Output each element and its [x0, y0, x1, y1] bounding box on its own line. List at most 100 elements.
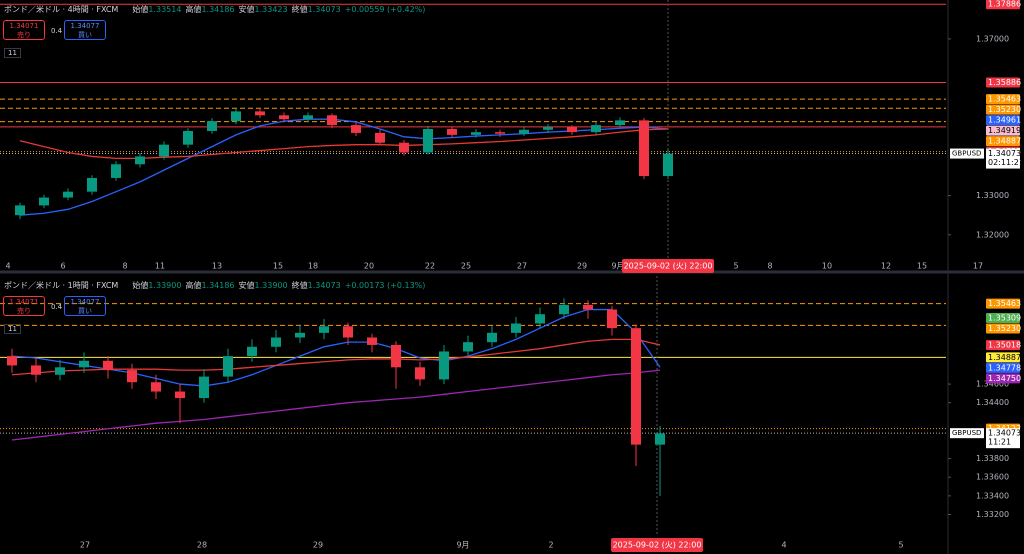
ohlc-label: 始値 [132, 5, 149, 14]
y-tick-label: 1.34400 [976, 398, 1009, 407]
x-tick-label: 15 [917, 262, 927, 271]
price-tag [986, 115, 1020, 126]
indicator-count: 11 [8, 325, 17, 333]
candle-body [655, 433, 665, 445]
candle-body [39, 197, 49, 206]
ohlc-label: 安値 [238, 281, 255, 290]
x-tick-label: 18 [308, 262, 318, 271]
x-tick-label: 5 [733, 262, 738, 271]
ohlc-value: 1.33900 [254, 281, 288, 290]
candle-body [127, 370, 137, 383]
sell-button[interactable]: 1.34071 売り [3, 296, 45, 316]
y-tick-label: 1.33200 [976, 510, 1009, 519]
price-tag-label: 1.35886 [988, 78, 1021, 87]
y-tick-label: 1.33400 [976, 491, 1009, 500]
price-tag [986, 340, 1020, 351]
price-tag [986, 362, 1020, 373]
ohlc-value: 1.33900 [148, 281, 182, 290]
indicator-toggle[interactable]: 11 [4, 48, 21, 58]
price-tag-label: 1.34750 [988, 374, 1021, 383]
candle-body [367, 337, 377, 345]
x-tick-label: 10 [822, 262, 832, 271]
candle-body [631, 328, 641, 445]
x-tick-label: 4 [781, 541, 786, 550]
moving-average [11, 338, 661, 376]
candle-body [535, 314, 545, 324]
candle-body [279, 115, 289, 120]
symbol: ポンド／米ドル · 4時間 · FXCM [4, 5, 119, 14]
candle-body [463, 342, 473, 352]
candle-body [567, 127, 577, 133]
candle-body [351, 125, 361, 133]
sell-price: 1.34071 [9, 22, 39, 30]
ohlc-value: 1.34186 [201, 281, 235, 290]
y-tick-label: 1.34600 [976, 380, 1009, 389]
price-tag [986, 94, 1020, 105]
candle-body [471, 132, 481, 135]
price-tag-label: 1.35309 [988, 314, 1021, 323]
cursor-time: 2025-09-02 (火) 22:00 [624, 262, 713, 271]
current-price-tag [986, 428, 1020, 449]
candle-body [207, 121, 217, 131]
candle-body [79, 360, 89, 368]
candle-body [447, 129, 457, 135]
ohlc-label: 終値 [291, 5, 308, 14]
sell-button[interactable]: 1.34071 売り [3, 20, 45, 40]
ohlc-label: 始値 [132, 281, 149, 290]
countdown: 11:21 [988, 438, 1011, 447]
candle-body [591, 125, 601, 133]
candle-body [487, 332, 497, 343]
candle-body [31, 365, 41, 375]
candle-body [63, 191, 73, 198]
y-tick-label: 1.33800 [976, 454, 1009, 463]
price-tag-label: 1.34887 [988, 137, 1021, 146]
panel-header: ポンド／米ドル · 4時間 · FXCM 始値1.33514 高値1.34186 安値… [4, 4, 429, 15]
ohlc-label: 高値 [185, 281, 202, 290]
candle-body [327, 115, 337, 126]
x-tick-label: 4 [5, 262, 10, 271]
candle-body [607, 309, 617, 329]
current-price-label: 1.34073 [988, 429, 1021, 438]
candle-body [399, 142, 409, 153]
x-tick-label: 11 [155, 262, 165, 271]
price-tag [986, 125, 1020, 136]
spread: 0.4 [51, 303, 63, 311]
ohlc-value: 1.33514 [148, 5, 182, 14]
candle-body [343, 326, 353, 338]
cursor-time-tag [622, 259, 714, 273]
symbol-tag [950, 428, 984, 439]
candle-body [391, 344, 401, 368]
buy-button[interactable]: 1.34077 買い [64, 20, 106, 40]
symbol-tag-label: GBPUSD [952, 429, 981, 437]
x-tick-label: 5 [898, 541, 903, 550]
current-price-label: 1.34073 [988, 149, 1021, 158]
indicator-toggle[interactable]: 11 [4, 324, 21, 334]
price-tag [986, 77, 1020, 88]
x-tick-label: 9月 [611, 262, 624, 271]
y-tick-label: 1.33600 [976, 473, 1009, 482]
candle-body [295, 332, 305, 338]
x-tick-label: 29 [313, 541, 323, 550]
buy-button[interactable]: 1.34077 買い [64, 296, 106, 316]
ohlc-label: 高値 [185, 5, 202, 14]
indicator-count: 11 [8, 49, 17, 57]
price-tag-label: 1.35230 [988, 105, 1021, 114]
price-tag-label: 1.34887 [988, 353, 1021, 362]
candle-body [519, 129, 529, 134]
change: +0.00173 (+0.13%) [344, 281, 426, 290]
price-tag-label: 1.34778 [988, 363, 1021, 372]
price-tag [986, 373, 1020, 384]
candle-body [271, 337, 281, 347]
x-tick-label: 20 [364, 262, 374, 271]
candle-body [15, 205, 25, 216]
spread: 0.4 [51, 27, 63, 35]
candle-body [639, 120, 649, 177]
candle-body [415, 367, 425, 380]
y-tick-label: 1.32000 [976, 230, 1009, 239]
candle-body [55, 367, 65, 375]
candle-body [543, 127, 553, 130]
x-tick-label: 8 [122, 262, 127, 271]
candle-body [7, 356, 17, 366]
